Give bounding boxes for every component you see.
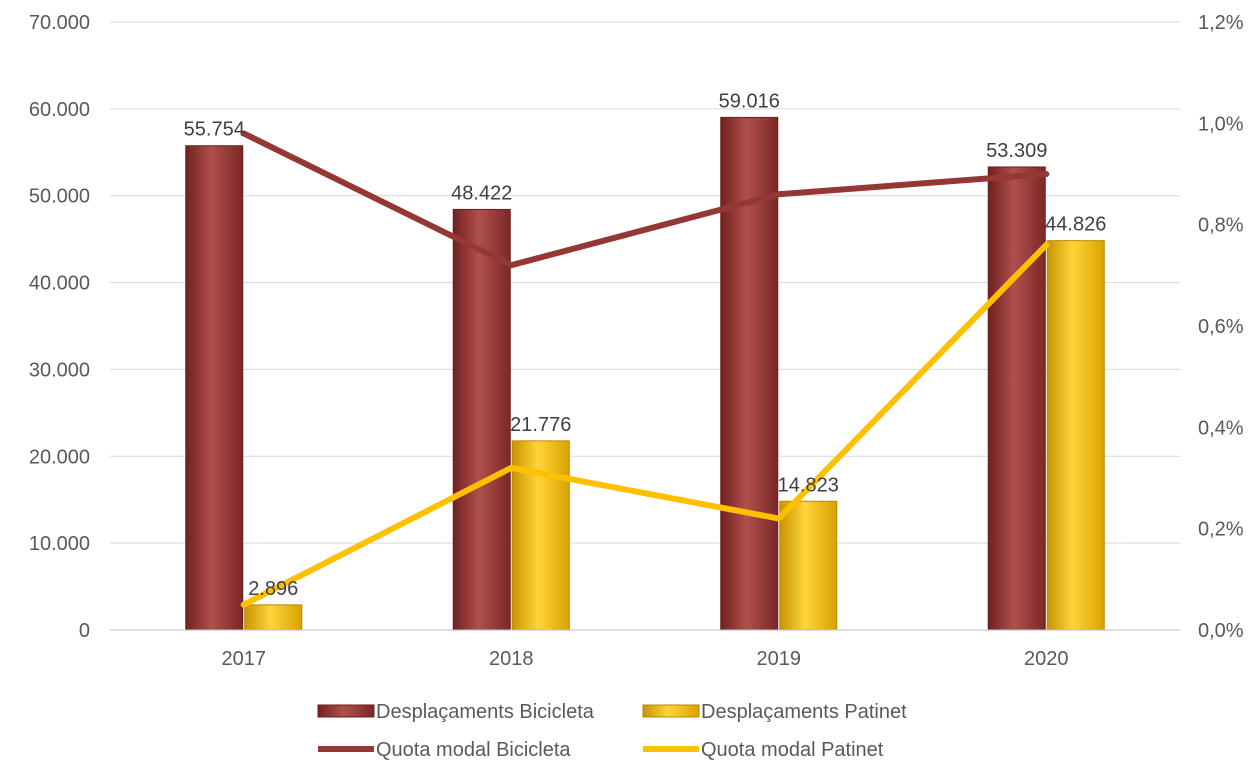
line-point (508, 262, 515, 269)
line-quota-bicicleta (240, 130, 1050, 269)
bar-patinet (779, 500, 838, 631)
bar-bicicleta (452, 208, 511, 631)
data-label: 48.422 (451, 182, 512, 204)
y-left-tick-label: 50.000 (29, 186, 90, 208)
data-label: 59.016 (719, 90, 780, 112)
bar-bicicleta (185, 145, 244, 631)
data-label: 14.823 (778, 474, 839, 496)
legend-label: Desplaçaments Patinet (701, 701, 907, 723)
y-right-tick-label: 0,8% (1198, 215, 1244, 237)
y-right-tick-label: 0,6% (1198, 316, 1244, 338)
x-axis-ticks: 2017 2018 2019 2020 (110, 629, 1180, 670)
x-tick-label: 2019 (757, 648, 802, 670)
x-tick-label: 2020 (1024, 648, 1069, 670)
y-left-tick-label: 10.000 (29, 533, 90, 555)
data-label: 55.754 (184, 119, 245, 141)
lines (240, 130, 1050, 608)
line-point (1043, 171, 1050, 177)
data-label: 21.776 (510, 414, 571, 436)
y-left-tick-label: 0 (79, 620, 90, 642)
line-point (508, 464, 515, 471)
legend-label: Quota modal Bicicleta (376, 739, 571, 761)
legend-swatch-desplacaments-bicicleta (317, 704, 375, 718)
y-left-tick-label: 60.000 (29, 99, 90, 121)
bar-patinet (1046, 240, 1105, 631)
y-left-tick-label: 20.000 (29, 446, 90, 468)
line-point (775, 515, 782, 522)
y-left-tick-label: 30.000 (29, 359, 90, 381)
gridlines (110, 21, 1180, 631)
legend-label: Quota modal Patinet (701, 739, 884, 761)
y-right-tick-label: 0,0% (1198, 620, 1244, 642)
y-right-tick-label: 1,0% (1198, 113, 1244, 135)
data-label: 2.896 (248, 578, 298, 600)
line-point (1043, 241, 1050, 248)
y-right-tick-label: 1,2% (1198, 12, 1244, 34)
data-labels: 55.754 48.422 59.016 53.309 2.896 21.776 14.82… (184, 90, 1107, 599)
bar-bicicleta (987, 166, 1046, 631)
y-right-tick-label: 0,4% (1198, 417, 1244, 439)
y-left-tick-label: 40.000 (29, 273, 90, 295)
legend-swatch-desplacaments-patinet (642, 704, 700, 718)
legend-label: Desplaçaments Bicicleta (376, 701, 595, 723)
y-left-tick-label: 70.000 (29, 12, 90, 34)
data-label: 53.309 (986, 140, 1047, 162)
legend: Desplaçaments Bicicleta Desplaçaments Pat… (317, 701, 907, 761)
line-point (240, 130, 247, 137)
right-axis-ticks: 0,0% 0,2% 0,4% 0,6% 0,8% 1,0% 1,2% (1198, 12, 1244, 642)
x-tick-label: 2017 (222, 648, 267, 670)
data-label: 44.826 (1045, 214, 1106, 236)
left-axis-ticks: 0 10.000 20.000 30.000 40.000 50.000 60.000 70.… (29, 12, 90, 642)
bar-patinet (244, 604, 303, 631)
bars (185, 116, 1105, 631)
line-quota-patinet (240, 241, 1050, 608)
y-right-tick-label: 0,2% (1198, 519, 1244, 541)
line-point (240, 601, 247, 608)
line-point (775, 191, 782, 198)
x-tick-label: 2018 (489, 648, 534, 670)
